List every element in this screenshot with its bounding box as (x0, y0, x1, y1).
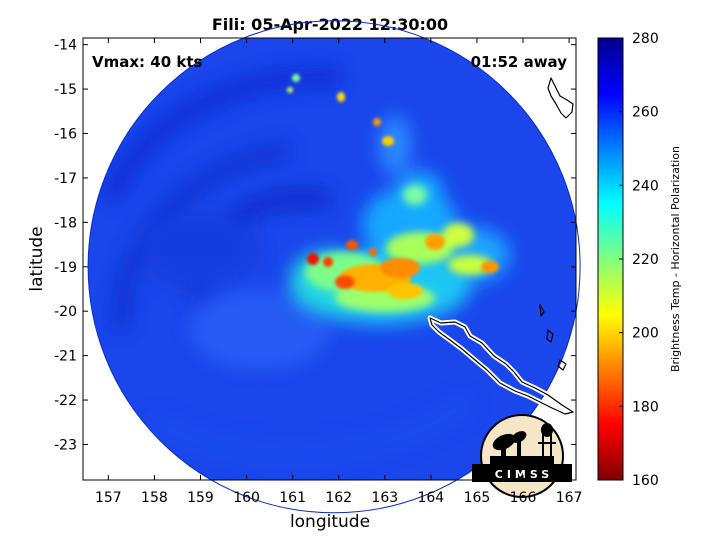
y-tick-label: -22 (54, 393, 77, 409)
colorbar-tick-label: 180 (632, 399, 659, 415)
x-tick-label: 160 (233, 490, 260, 506)
y-tick-label: -14 (54, 38, 77, 54)
x-tick-label: 167 (556, 490, 583, 506)
y-axis-title: latitude (27, 226, 47, 291)
x-tick-label: 164 (417, 490, 444, 506)
y-tick-label: -19 (54, 260, 77, 276)
colorbar-tick-label: 160 (632, 473, 659, 489)
x-tick-label: 161 (279, 490, 306, 506)
radiometer-swath (88, 38, 576, 480)
y-tick-label: -20 (54, 304, 77, 320)
colorbar-label: Brightness Temp - Horizontal Polarizatio… (669, 146, 682, 372)
y-tick-label: -16 (54, 127, 77, 143)
plot-title: Fili: 05-Apr-2022 12:30:00 (212, 15, 448, 34)
dish-icon (492, 431, 527, 456)
y-tick-label: -21 (54, 349, 77, 365)
x-tick-label: 163 (371, 490, 398, 506)
coastlines (427, 77, 576, 417)
y-tick-label: -23 (54, 437, 77, 453)
logo-text: CIMSS (495, 468, 553, 481)
y-axis: -14 -15 -16 -17 -18 -19 -20 -21 -22 -23 (54, 38, 576, 453)
colorbar: 160 180 200 220 240 260 280 Brightness Temp - … (597, 31, 682, 489)
vanuatu-coast (547, 77, 574, 119)
plot-frame (82, 37, 577, 481)
plot-area: CIMSS Vmax: 40 kts 01:52 away 157 158 159 1… (54, 20, 582, 514)
y-tick-label: -15 (54, 82, 77, 98)
colorbar-tick-label: 200 (632, 326, 659, 342)
time-away-label: 01:52 away (471, 53, 568, 71)
colorbar-ticks: 160 180 200 220 240 260 280 (619, 31, 659, 489)
colorbar-tick-label: 280 (632, 31, 659, 47)
cimss-logo: CIMSS (472, 414, 572, 498)
x-axis: 157 158 159 160 161 162 163 164 165 166 167 (95, 38, 582, 506)
y-tick-label: -17 (54, 171, 77, 187)
x-tick-label: 159 (187, 490, 214, 506)
x-tick-label: 162 (325, 490, 352, 506)
vmax-label: Vmax: 40 kts (92, 53, 202, 71)
water-tower-icon (538, 423, 556, 456)
x-tick-label: 157 (95, 490, 122, 506)
new-caledonia-coast (429, 317, 574, 415)
x-axis-title: longitude (290, 512, 370, 532)
swath-edge (87, 20, 581, 514)
rainband-features (287, 74, 510, 324)
colorbar-tick-label: 220 (632, 252, 659, 268)
colorbar-tick-label: 260 (632, 105, 659, 121)
ouvea-coast (539, 304, 545, 317)
x-tick-label: 165 (464, 490, 491, 506)
mare-coast (557, 359, 567, 371)
swath-texture (99, 66, 478, 468)
colorbar-tick-label: 240 (632, 178, 659, 194)
y-tick-label: -18 (54, 215, 77, 231)
x-tick-label: 158 (141, 490, 168, 506)
lifou-coast (546, 329, 554, 343)
colorbar-fill (597, 37, 624, 481)
x-tick-label: 166 (510, 490, 537, 506)
